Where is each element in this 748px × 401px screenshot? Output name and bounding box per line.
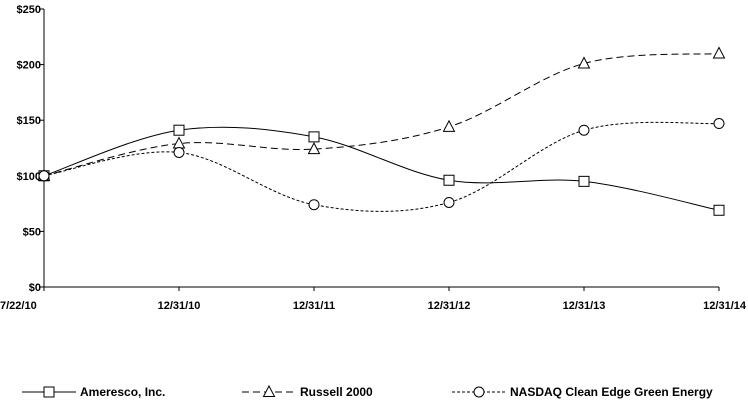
series-circle [38,118,725,212]
y-tick-label: $150 [17,115,41,127]
series-square [38,124,725,216]
x-tick-label: 12/31/12 [428,300,471,312]
data-point [442,119,456,132]
x-tick-label: 12/31/11 [293,300,335,312]
y-tick-label: $0 [29,282,41,294]
x-tick-label: 12/31/10 [158,300,201,312]
data-point [578,175,590,187]
data-point [308,131,320,143]
legend-label: Ameresco, Inc. [80,385,165,399]
data-point [308,199,320,211]
axes: $0 $50 $100 $150 $200 $250 7/22/10 12/31/10 12/3… [0,4,747,312]
data-point [443,174,455,186]
data-point [172,136,186,149]
data-point [173,124,185,136]
series-line [43,121,720,212]
legend-item: Ameresco, Inc. [22,385,165,399]
series-line [43,52,720,177]
data-point [713,204,725,216]
series-triangle [37,46,726,181]
x-tick-label: 12/31/14 [703,300,747,312]
series-line [43,126,720,211]
legend: Ameresco, Inc. Russell 2000 NASDAQ Clean E… [22,384,713,399]
legend-marker [262,384,276,397]
legend-label: Russell 2000 [300,385,373,399]
y-tick-label: $200 [17,60,41,72]
data-point [307,142,321,155]
series-layer [37,46,726,216]
data-point [173,146,185,158]
legend-label: NASDAQ Clean Edge Green Energy [510,385,713,399]
data-point [577,56,591,69]
y-tick-label: $250 [17,4,41,16]
data-point [443,196,455,208]
data-point [713,118,725,130]
data-point [578,124,590,136]
y-tick-label: $50 [23,226,41,238]
data-point [38,170,50,182]
data-point [712,46,726,59]
legend-marker [43,386,55,398]
y-tick-label: $100 [17,171,41,183]
legend-item: Russell 2000 [242,384,373,399]
legend-marker [473,386,485,398]
x-tick-label: 7/22/10 [0,300,37,312]
legend-item: NASDAQ Clean Edge Green Energy [452,385,713,399]
x-tick-label: 12/31/13 [563,300,606,312]
